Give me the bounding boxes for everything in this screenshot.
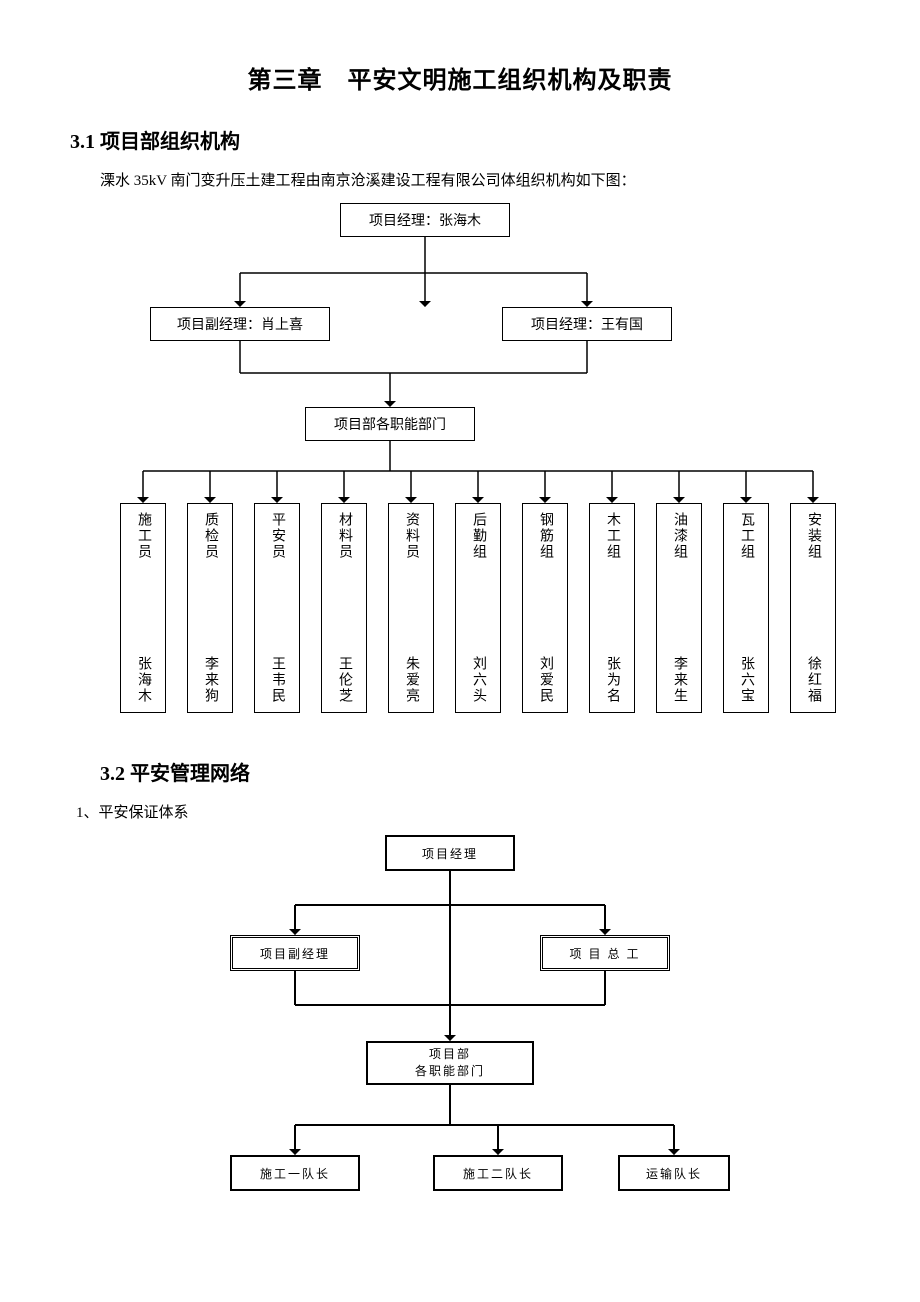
role-name: 张为名 (605, 656, 619, 704)
chapter-title: 第三章 平安文明施工组织机构及职责 (70, 60, 850, 95)
node-deputy: 项目副经理：肖上喜 (150, 307, 330, 341)
role-box-10: 安装组徐红福 (790, 503, 836, 713)
role-box-8: 油漆组李来生 (656, 503, 702, 713)
role-name: 王伦芝 (337, 656, 351, 704)
role-label: 钢筋组 (538, 512, 552, 560)
section-3-1-title: 3.1 项目部组织机构 (70, 125, 850, 154)
dept-line2: 各职能部门 (415, 1063, 485, 1080)
node-depts: 项目部各职能部门 (305, 407, 475, 441)
node-pm2: 项目经理：王有国 (502, 307, 672, 341)
role-label: 平安员 (270, 512, 284, 560)
role-label: 木工组 (605, 512, 619, 560)
role-name: 李来生 (672, 656, 686, 704)
role-label: 瓦工组 (739, 512, 753, 560)
role-name: 刘六头 (471, 656, 485, 704)
node2-chief: 项 目 总 工 (540, 935, 670, 971)
role-name: 朱爱亮 (404, 656, 418, 704)
org-chart-3-2: 项目经理项目副经理 项 目 总 工项目部各职能部门施工一队长 施工二队长 运输队长 (170, 835, 730, 1205)
role-box-5: 后勤组刘六头 (455, 503, 501, 713)
dept-line1: 项目部 (415, 1046, 485, 1063)
section-3-1-intro: 溧水 35kV 南门变升压土建工程由南京沧溪建设工程有限公司体组织机构如下图： (70, 168, 850, 195)
node-pm: 项目经理：张海木 (340, 203, 510, 237)
section-3-2-subtitle: 1、平安保证体系 (76, 800, 850, 827)
role-name: 张海木 (136, 656, 150, 704)
node2-pm: 项目经理 (385, 835, 515, 871)
role-name: 李来狗 (203, 656, 217, 704)
role-label: 后勤组 (471, 512, 485, 560)
role-name: 徐红福 (806, 656, 820, 704)
node2-team3: 运输队长 (618, 1155, 730, 1191)
role-label: 质检员 (203, 512, 217, 560)
node2-team1: 施工一队长 (230, 1155, 360, 1191)
role-box-2: 平安员王韦民 (254, 503, 300, 713)
role-label: 安装组 (806, 512, 820, 560)
role-box-6: 钢筋组刘爱民 (522, 503, 568, 713)
role-name: 张六宝 (739, 656, 753, 704)
role-name: 刘爱民 (538, 656, 552, 704)
role-box-9: 瓦工组张六宝 (723, 503, 769, 713)
org-chart-3-1: 项目经理：张海木项目副经理：肖上喜项目经理：王有国项目部各职能部门施工员张海木质… (70, 203, 850, 733)
role-label: 资料员 (404, 512, 418, 560)
role-box-4: 资料员朱爱亮 (388, 503, 434, 713)
role-box-7: 木工组张为名 (589, 503, 635, 713)
node2-team2: 施工二队长 (433, 1155, 563, 1191)
role-box-1: 质检员李来狗 (187, 503, 233, 713)
role-name: 王韦民 (270, 656, 284, 704)
role-label: 材料员 (337, 512, 351, 560)
role-label: 施工员 (136, 512, 150, 560)
node2-deputy: 项目副经理 (230, 935, 360, 971)
node2-dept: 项目部各职能部门 (366, 1041, 534, 1085)
role-label: 油漆组 (672, 512, 686, 560)
role-box-3: 材料员王伦芝 (321, 503, 367, 713)
section-3-2-title: 3.2 平安管理网络 (100, 757, 850, 786)
role-box-0: 施工员张海木 (120, 503, 166, 713)
